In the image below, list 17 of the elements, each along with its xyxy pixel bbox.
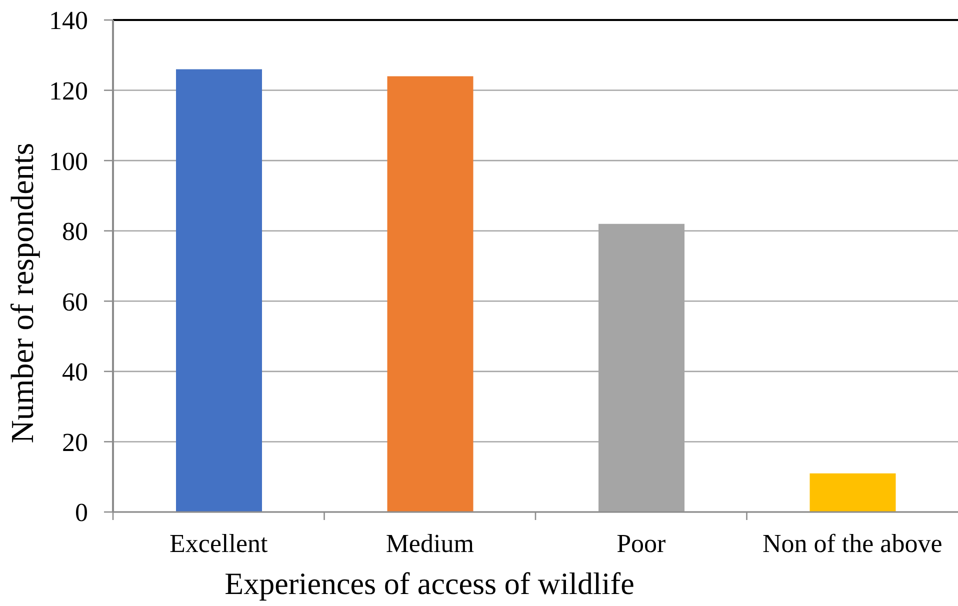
y-axis-title: Number of respondents xyxy=(4,142,40,444)
x-tick-label: Non of the above xyxy=(762,529,942,558)
y-tick-label: 120 xyxy=(49,76,88,106)
bar xyxy=(810,473,896,512)
x-tick-label: Medium xyxy=(386,529,474,558)
y-tick-label: 80 xyxy=(62,217,88,246)
x-axis-title: Experiences of access of wildlife xyxy=(224,566,634,601)
y-tick-label: 100 xyxy=(49,146,88,176)
y-tick-label: 20 xyxy=(62,428,88,457)
x-tick-label: Poor xyxy=(616,529,666,558)
y-tick-label: 0 xyxy=(75,498,88,528)
x-tick-label: Excellent xyxy=(170,529,268,558)
bar xyxy=(176,69,262,512)
y-tick-label: 60 xyxy=(62,287,88,316)
y-tick-label: 140 xyxy=(49,6,88,36)
bar xyxy=(387,76,474,512)
y-tick-label: 40 xyxy=(62,358,88,387)
